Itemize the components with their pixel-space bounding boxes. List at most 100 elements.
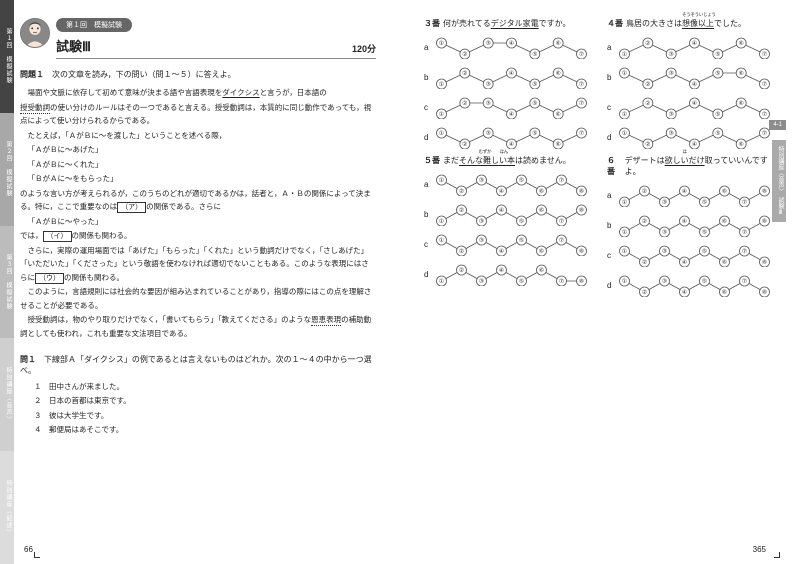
opt-c: c①②③④⑤⑥⑦ (607, 95, 770, 119)
qtext: デザートは欲しいだけほ取っていいんですよ。 (625, 155, 770, 177)
pitch-chain-icon: ①②③④⑤⑥⑦⑧ (436, 262, 587, 286)
svg-text:⑥: ⑥ (738, 40, 743, 47)
opt-a: a①②③④⑤⑥⑦ (424, 35, 587, 59)
opt-label: d (607, 281, 615, 290)
pitch-chain-icon: ①②③④⑤⑥⑦ (619, 125, 770, 149)
sidetab-2: 第３回 模擬試験 (0, 226, 14, 339)
svg-text:③: ③ (662, 248, 667, 255)
sidetab-3: 特別講座〈音声〉 (0, 338, 14, 451)
svg-text:⑧: ⑧ (579, 248, 584, 255)
p6: 「ＢがＡに～をもらった」 (20, 172, 376, 186)
svg-text:③: ③ (668, 51, 673, 58)
svg-text:①: ① (622, 278, 627, 285)
opt-label: a (607, 43, 615, 52)
svg-text:⑦: ⑦ (579, 100, 584, 107)
svg-text:⑦: ⑦ (742, 278, 747, 285)
svg-text:①: ① (622, 111, 627, 118)
pitch-question-３番: ３番何が売れてるデジタル家電ですか。a①②③④⑤⑥⑦b①②③④⑤⑥⑦c①②③④⑤… (424, 18, 587, 149)
qtext: 何が売れてるデジタル家電ですか。 (443, 18, 570, 29)
svg-text:⑥: ⑥ (738, 70, 743, 77)
svg-text:③: ③ (485, 40, 490, 47)
pitch-chain-icon: ①②③④⑤⑥⑦ (436, 125, 587, 149)
svg-text:④: ④ (509, 111, 514, 118)
corner-left-icon (34, 552, 40, 558)
header-chip: 第１回 模擬試験 (56, 18, 132, 32)
svg-text:⑦: ⑦ (762, 51, 767, 58)
svg-text:④: ④ (509, 40, 514, 47)
p9b: の関係も関わる。 (72, 231, 132, 240)
svg-text:④: ④ (509, 70, 514, 77)
qnum: ３番 (424, 18, 440, 29)
q1-num: 問１ (20, 355, 36, 364)
svg-text:⑥: ⑥ (539, 207, 544, 214)
corner-right-icon (774, 552, 780, 558)
svg-text:①: ① (439, 218, 444, 225)
opt-a: a①②③④⑤⑥⑦⑧ (424, 172, 587, 196)
svg-text:②: ② (462, 70, 467, 77)
svg-text:⑦: ⑦ (559, 278, 564, 285)
opt-b: b①②③④⑤⑥⑦ (607, 65, 770, 89)
sidetab-4: 特別講座〈記述〉 (0, 451, 14, 564)
page-header: 第１回 模擬試験 試験Ⅲ 120分 (20, 18, 376, 59)
svg-text:②: ② (462, 141, 467, 148)
svg-text:⑧: ⑧ (579, 188, 584, 195)
opt-c: c①②③④⑤⑥⑦ (424, 95, 587, 119)
svg-text:⑥: ⑥ (722, 188, 727, 195)
qnum: ４番 (607, 18, 623, 29)
svg-text:③: ③ (479, 237, 484, 244)
opt-label: c (607, 251, 615, 260)
p5: 「ＡがＢに～くれた」 (20, 158, 376, 172)
svg-text:⑦: ⑦ (742, 248, 747, 255)
problem-label: 問題１ 次の文章を読み，下の問い（問１～５）に答えよ。 (20, 69, 376, 80)
svg-text:④: ④ (682, 259, 687, 266)
svg-text:⑥: ⑥ (722, 289, 727, 296)
svg-text:③: ③ (485, 130, 490, 137)
p1a: 場面や文脈に依存して初めて意味が決まる語や言語表現を (20, 88, 222, 97)
opt-label: b (607, 221, 615, 230)
opt-b: b①②③④⑤⑥⑦⑧ (607, 213, 770, 237)
pitch-question-６番: ６番デザートは欲しいだけほ取っていいんですよ。a①②③④⑤⑥⑦⑧b①②③④⑤⑥⑦… (607, 155, 770, 297)
pitch-question-４番: ４番鳥居の大きさは想像以上そうぞういじょうでした。a①②③④⑤⑥⑦b①②③④⑤⑥… (607, 18, 770, 149)
svg-text:④: ④ (682, 289, 687, 296)
svg-text:⑦: ⑦ (762, 111, 767, 118)
opt-c: c①②③④⑤⑥⑦⑧ (607, 243, 770, 267)
svg-text:⑥: ⑥ (722, 259, 727, 266)
right-tab-label: 特別講座〈音声〉 試験Ⅲ (772, 140, 786, 222)
p8: 「ＡがＢに～やった」 (20, 215, 376, 229)
opt-d: d①②③④⑤⑥⑦ (424, 125, 587, 149)
qnum: ５番 (424, 155, 440, 166)
svg-text:⑤: ⑤ (519, 278, 524, 285)
svg-text:⑤: ⑤ (702, 229, 707, 236)
svg-text:④: ④ (692, 100, 697, 107)
opt-b: b①②③④⑤⑥⑦⑧ (424, 202, 587, 226)
p2a: の使い分けのルールはその一つであると言える。授受動詞は，本質的に同じ動作であって… (20, 103, 371, 126)
svg-text:②: ② (645, 100, 650, 107)
q1-text: 下線部Ａ「ダイクシス」の例であるとは言えないものはどれか。次の１～４の中から一つ… (20, 355, 372, 375)
p11: このように，言語規則には社会的な要因が組み込まれていることがあり，指導の際にはこ… (20, 285, 376, 312)
svg-text:①: ① (439, 111, 444, 118)
svg-text:⑤: ⑤ (532, 51, 537, 58)
u-deixis: ダイクシス (222, 88, 259, 97)
side-tab-number: 4-1 (769, 120, 786, 130)
svg-text:①: ① (439, 278, 444, 285)
svg-text:⑦: ⑦ (579, 51, 584, 58)
right-page: ３番何が売れてるデジタル家電ですか。a①②③④⑤⑥⑦b①②③④⑤⑥⑦c①②③④⑤… (400, 0, 786, 564)
pitch-chain-icon: ①②③④⑤⑥⑦ (436, 95, 587, 119)
svg-text:④: ④ (499, 248, 504, 255)
svg-text:⑧: ⑧ (579, 207, 584, 214)
svg-text:⑥: ⑥ (555, 111, 560, 118)
svg-text:①: ① (622, 130, 627, 137)
svg-text:②: ② (645, 81, 650, 88)
svg-text:④: ④ (509, 141, 514, 148)
svg-text:⑤: ⑤ (532, 100, 537, 107)
pitch-chain-icon: ①②③④⑤⑥⑦ (619, 95, 770, 119)
pitch-chain-icon: ①②③④⑤⑥⑦⑧ (619, 243, 770, 267)
svg-text:②: ② (459, 267, 464, 274)
pitch-chain-icon: ①②③④⑤⑥⑦⑧ (619, 273, 770, 297)
svg-text:⑦: ⑦ (559, 218, 564, 225)
svg-text:⑥: ⑥ (539, 248, 544, 255)
sidetab-1: 第２回 模擬試験 (0, 113, 14, 226)
box-a: （ア） (117, 202, 146, 213)
svg-text:⑤: ⑤ (519, 177, 524, 184)
opt-label: d (607, 133, 615, 142)
